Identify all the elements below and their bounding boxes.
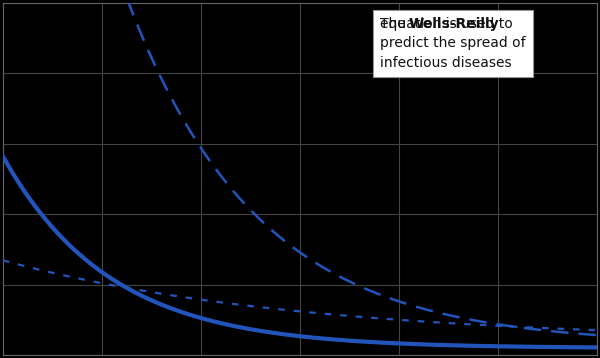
Text: Wells-Reilly: Wells-Reilly [408, 17, 499, 31]
Text: The: The [380, 17, 410, 31]
Text: equation is used to
predict the spread of
infectious diseases: equation is used to predict the spread o… [380, 17, 526, 70]
